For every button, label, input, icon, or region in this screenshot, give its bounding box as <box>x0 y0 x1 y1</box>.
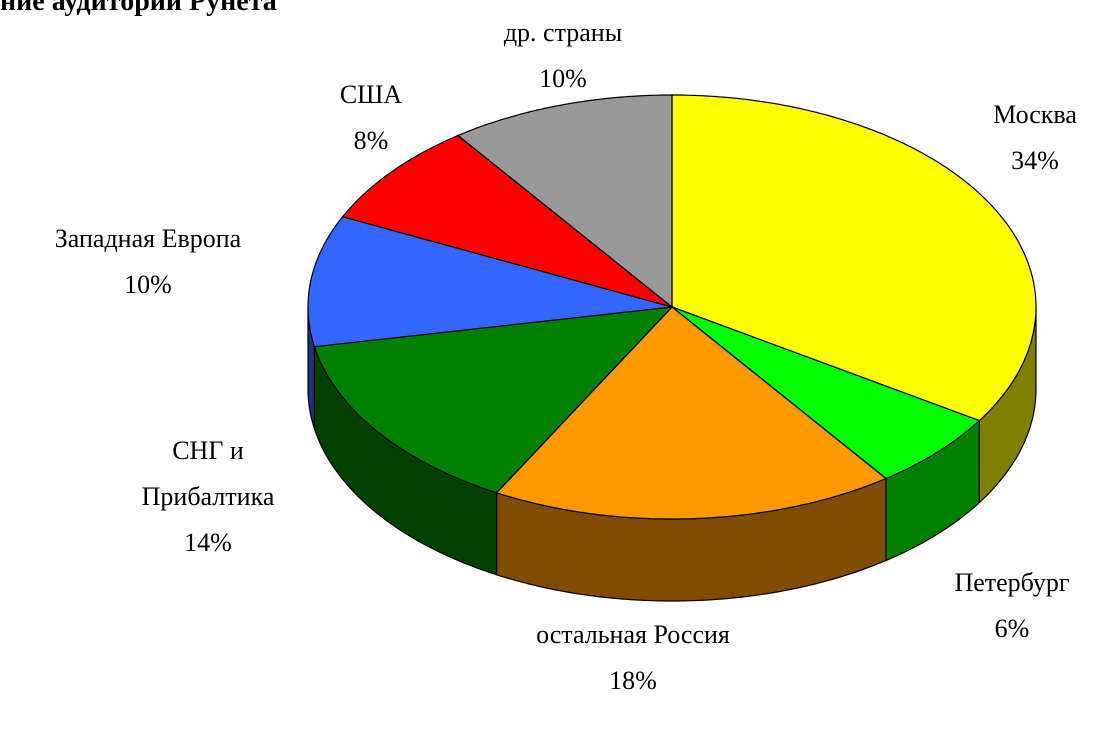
label-value: 34% <box>1011 146 1059 175</box>
slice <box>313 306 674 494</box>
slice-label: др. страны 10% <box>463 10 663 102</box>
label-name: США <box>339 80 403 109</box>
slice-label: Западная Европа 10% <box>0 216 298 308</box>
slice <box>671 306 981 480</box>
slice <box>671 94 1037 422</box>
label-name: СНГ и Прибалтика <box>141 436 275 511</box>
slice-label: Москва 34% <box>935 92 1105 184</box>
label-name: Москва <box>993 100 1077 129</box>
slice-label: СНГ и Прибалтика 14% <box>123 428 293 566</box>
chart-title: ние аудитории Рунета <box>0 0 277 17</box>
label-name: Западная Европа <box>54 224 242 253</box>
slice <box>341 134 673 308</box>
slice-label: Петербург 6% <box>912 560 1105 652</box>
label-value: 18% <box>609 666 657 695</box>
slice <box>307 216 673 348</box>
label-name: Петербург <box>954 568 1070 597</box>
slice-label: остальная Россия 18% <box>533 612 733 704</box>
slice <box>456 94 673 309</box>
label-value: 10% <box>124 270 172 299</box>
label-value: 8% <box>353 126 389 155</box>
slice <box>495 306 888 520</box>
label-value: 6% <box>994 614 1030 643</box>
label-value: 14% <box>184 528 232 557</box>
label-name: остальная Россия <box>536 620 730 649</box>
label-name: др. страны <box>503 18 623 47</box>
label-value: 10% <box>539 64 587 93</box>
slice-label: США 8% <box>311 72 431 164</box>
